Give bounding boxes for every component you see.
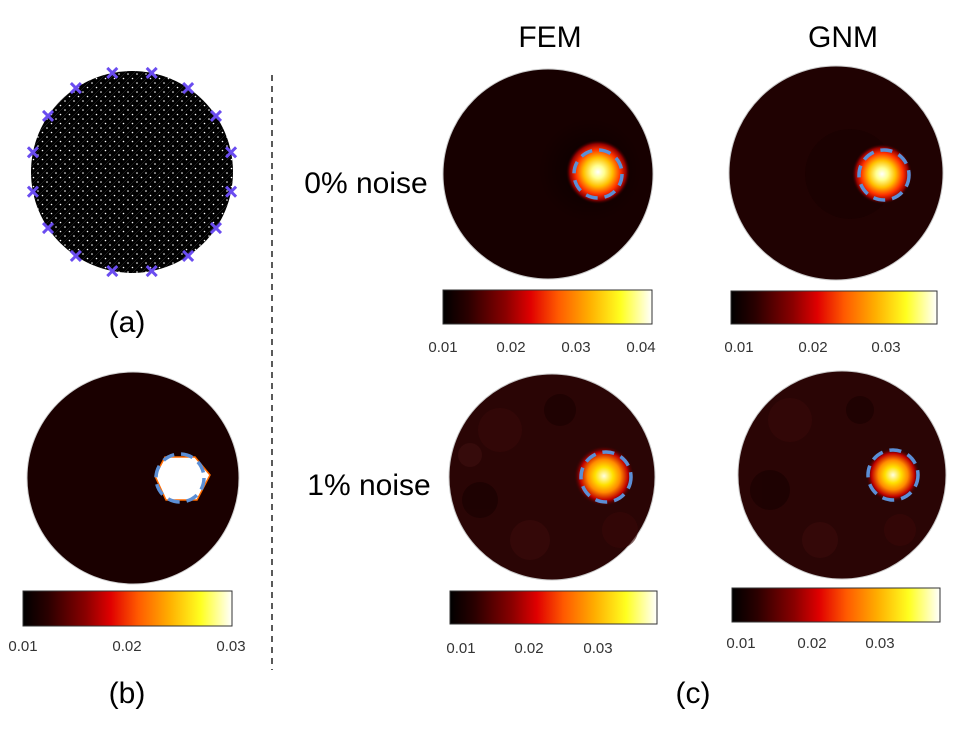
colorbar-b-tick: 0.01: [8, 638, 37, 655]
target-marker-b: [154, 452, 206, 504]
colorbar-b: [22, 590, 233, 627]
electrode-marker: [145, 66, 158, 80]
column-header-fem: FEM: [518, 21, 581, 54]
colorbar-gnm-0-tick: 0.01: [724, 339, 753, 356]
colorbar-fem-0-tick: 0.01: [428, 339, 457, 356]
noise-texture: [750, 396, 916, 558]
electrode-marker: [182, 249, 195, 263]
colorbar-fem-1-tick: 0.03: [583, 640, 612, 657]
colorbar-fem-0-tick: 0.04: [626, 339, 655, 356]
disk-b: [26, 371, 240, 585]
target-marker: [866, 448, 920, 502]
colorbar-gnm-0-tick: 0.02: [798, 339, 827, 356]
inclusion-blob: [852, 144, 912, 204]
noise-texture: [458, 394, 638, 560]
colorbar-fem-0: [442, 289, 653, 325]
colorbar-fem-1-tick: 0.01: [446, 640, 475, 657]
electrode-marker: [224, 146, 238, 159]
row-label-1-noise: 1% noise: [307, 469, 430, 502]
electrode-group: [26, 66, 238, 278]
panel-b-ground-truth: [26, 371, 240, 585]
colorbar-gnm-1: [731, 587, 941, 623]
colorbar-fem-1: [449, 590, 658, 625]
electrode-marker: [41, 109, 55, 122]
electrode-marker: [145, 264, 158, 278]
electrode-marker: [209, 109, 223, 122]
electrode-marker: [106, 264, 119, 278]
colorbar-gnm-0-tick: 0.03: [871, 339, 900, 356]
inclusion-blob: [574, 446, 634, 506]
colorbar-gnm-1-tick: 0.01: [726, 635, 755, 652]
electrode-marker: [26, 185, 40, 198]
panel-c-label: (c): [676, 677, 711, 710]
reconstruction-fem-1-noise: [448, 373, 656, 581]
electrode-marker: [69, 249, 82, 263]
inclusion-blob: [866, 448, 920, 502]
colorbar-gnm-1-tick: 0.02: [797, 635, 826, 652]
colorbar-fem-0-tick: 0.02: [496, 339, 525, 356]
electrode-marker: [224, 185, 238, 198]
panel-a-label: (a): [109, 306, 146, 339]
electrode-marker: [41, 222, 55, 235]
colorbar-gnm-1-tick: 0.03: [865, 635, 894, 652]
electrode-marker: [69, 81, 82, 95]
panel-b-label: (b): [109, 677, 146, 710]
target-marker: [579, 450, 633, 504]
electrode-marker: [209, 222, 223, 235]
colorbar-fem-1-tick: 0.02: [514, 640, 543, 657]
colorbar-fem-0-tick: 0.03: [561, 339, 590, 356]
reconstruction-gnm-1-noise: [737, 370, 947, 580]
panel-a-mesh: [26, 66, 238, 278]
colorbar-b-tick: 0.02: [112, 638, 141, 655]
colorbar-b-tick: 0.03: [216, 638, 245, 655]
reconstruction-gnm-0-noise: [728, 65, 944, 281]
reconstruction-fem-0-noise: [442, 68, 654, 280]
column-header-gnm: GNM: [808, 21, 878, 54]
electrode-marker: [106, 66, 119, 80]
row-label-0-noise: 0% noise: [304, 167, 427, 200]
target-marker: [572, 148, 624, 200]
target-marker: [857, 148, 911, 202]
electrode-marker: [182, 81, 195, 95]
mesh-disk: [31, 71, 233, 273]
colorbar-gnm-0: [730, 290, 938, 325]
electrode-marker: [26, 146, 40, 159]
